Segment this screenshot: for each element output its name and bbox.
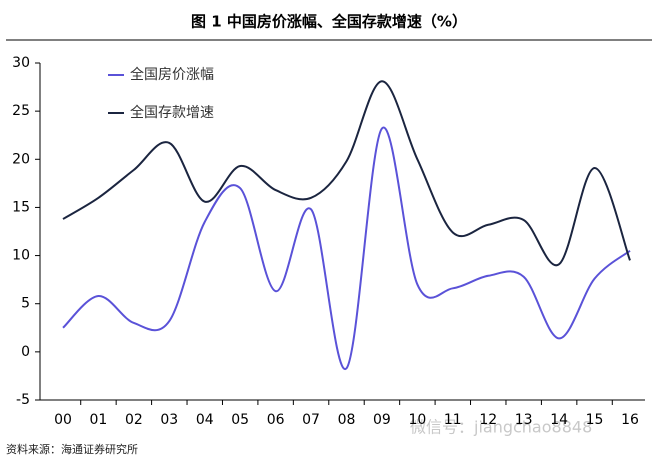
x-tick-label: 12 [479, 412, 497, 428]
x-tick-label: 05 [231, 412, 249, 428]
x-tick-label: 03 [160, 412, 178, 428]
x-tick-label: 15 [586, 412, 604, 428]
watermark: 微信号：jiangchao8848 [410, 418, 592, 437]
y-tick-label: 10 [12, 248, 30, 264]
y-tick-label: 0 [21, 344, 30, 360]
x-tick-label: 13 [515, 412, 533, 428]
source: 资料来源：海通证券研究所 [6, 442, 138, 456]
legend-label: 全国存款增速 [130, 104, 214, 121]
x-tick-label: 02 [125, 412, 143, 428]
series-line [62, 126, 631, 370]
y-tick-label: 25 [12, 103, 30, 119]
x-tick-label: 16 [621, 412, 639, 428]
legend-label: 全国房价涨幅 [130, 66, 214, 83]
y-tick-label: 15 [12, 199, 30, 215]
y-tick-label: 20 [12, 151, 30, 167]
x-tick-label: 01 [90, 412, 108, 428]
x-tick-label: 14 [550, 412, 568, 428]
x-tick-label: 11 [444, 412, 462, 428]
chart-title: 图 1 中国房价涨幅、全国存款增速（%） [191, 13, 467, 31]
x-tick-label: 06 [267, 412, 285, 428]
series-line [62, 80, 631, 267]
x-tick-label: 04 [196, 412, 214, 428]
y-tick-label: -5 [16, 392, 30, 408]
y-tick-label: 5 [21, 296, 30, 312]
y-tick-label: 30 [12, 55, 30, 71]
x-tick-label: 09 [373, 412, 391, 428]
x-tick-label: 08 [338, 412, 356, 428]
x-tick-label: 00 [54, 412, 72, 428]
x-tick-label: 07 [302, 412, 320, 428]
x-tick-label: 10 [408, 412, 426, 428]
